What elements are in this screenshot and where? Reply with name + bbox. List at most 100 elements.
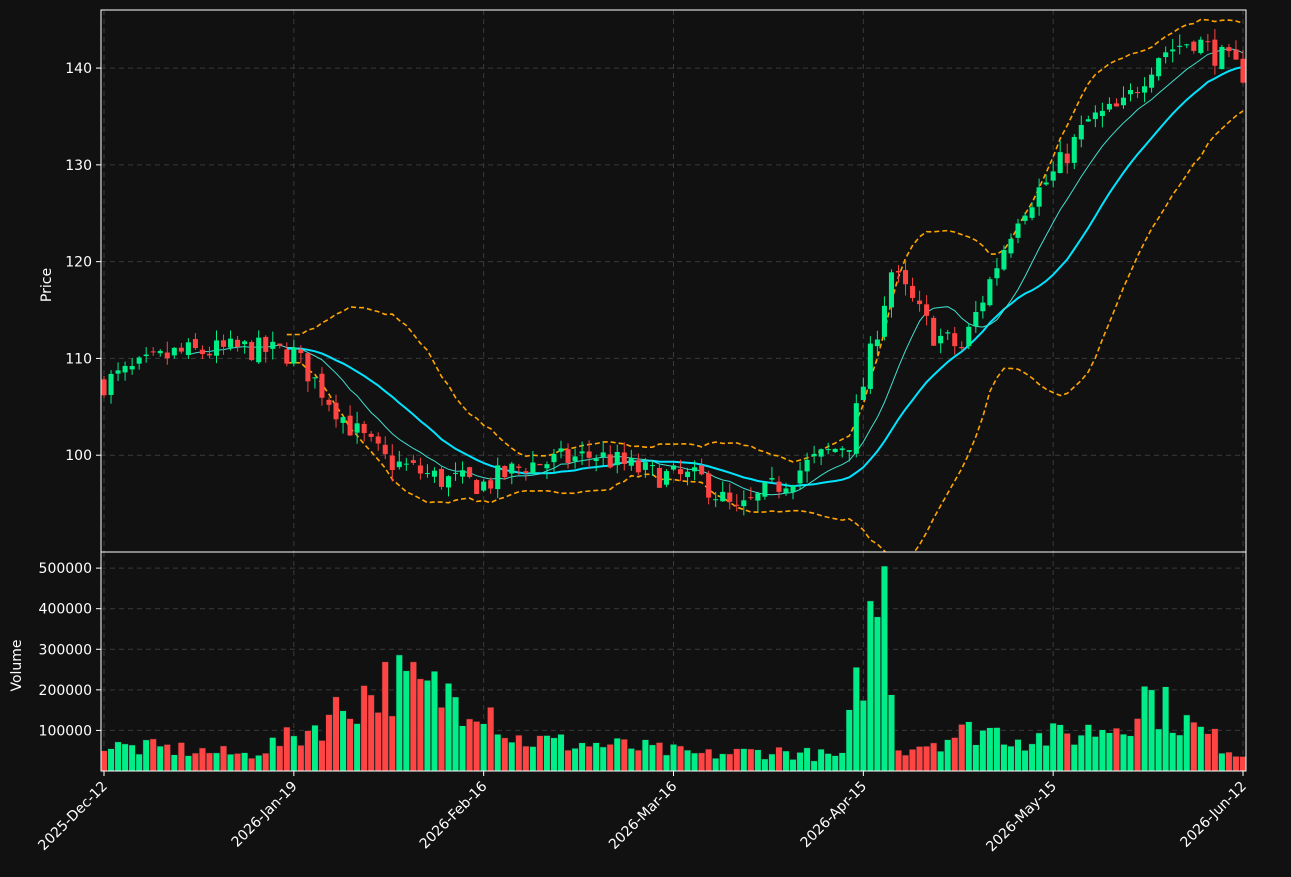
candle-body [565, 449, 571, 463]
volume-bar [353, 723, 361, 772]
candle-body [558, 448, 564, 452]
volume-bar [360, 685, 368, 772]
candle-body [319, 373, 325, 398]
candle-body [199, 349, 205, 355]
volume-bar [845, 709, 853, 772]
volume-bar [803, 747, 811, 772]
candle-body [867, 343, 873, 389]
candle-body [438, 468, 445, 487]
candle-body [811, 454, 817, 457]
volume-bar [430, 670, 438, 772]
price-plot-area [101, 18, 1246, 552]
candle-body [220, 340, 227, 347]
volume-bar [705, 748, 713, 772]
candle-body [340, 417, 346, 423]
candle-body [924, 304, 930, 316]
volume-bar [508, 741, 516, 772]
volume-bar [276, 745, 284, 772]
volume-bar [1028, 743, 1036, 772]
candle-body [776, 481, 782, 492]
volume-bar [824, 753, 832, 772]
candle-body [284, 349, 290, 364]
candle-body [1071, 136, 1077, 163]
volume-bar [374, 712, 382, 772]
volume-bar [817, 748, 825, 772]
volume-ytick-label: 300000 [39, 642, 92, 658]
volume-bar [445, 683, 452, 772]
volume-bar [1014, 739, 1022, 772]
candle-body [228, 338, 234, 348]
candle-body [410, 460, 416, 463]
volume-bar [923, 745, 931, 772]
volume-bar [156, 745, 164, 772]
price-ytick-label: 100 [65, 448, 92, 464]
volume-bar [726, 753, 734, 772]
volume-bar [234, 753, 242, 772]
candle-body [685, 471, 691, 478]
candle-body [1142, 86, 1148, 93]
volume-bar [740, 748, 748, 772]
volume-bar [634, 749, 642, 772]
candle-body [769, 477, 775, 480]
candle-body [312, 377, 318, 379]
candle-body [523, 471, 529, 474]
candle-body [670, 465, 677, 470]
candle-body [853, 403, 859, 454]
candle-body [727, 492, 733, 502]
volume-bar [627, 748, 635, 772]
candle-body [593, 458, 599, 461]
volume-bar [564, 749, 572, 772]
candle-body [1233, 49, 1239, 60]
candle-body [734, 504, 740, 506]
candle-body [1240, 58, 1246, 83]
volume-bar [930, 742, 938, 772]
candle-body [347, 415, 353, 436]
candle-body [1029, 207, 1035, 218]
volume-bar [213, 752, 220, 772]
candle-body [938, 335, 944, 344]
candle-body [1191, 41, 1197, 51]
candle-body [1078, 124, 1084, 140]
x-tick-label: 2025-Dec-12 [35, 779, 110, 854]
volume-bar [304, 730, 312, 772]
volume-bar [1077, 734, 1085, 772]
candle-body [663, 471, 669, 485]
volume-bar [1148, 689, 1156, 772]
candle-body [178, 347, 184, 352]
candle-body [910, 285, 916, 298]
volume-bar [810, 760, 818, 772]
volume-bar [838, 752, 846, 772]
volume-bar [269, 737, 277, 772]
volume-bar [986, 727, 994, 772]
volume-bar [670, 744, 677, 772]
volume-bar [1239, 756, 1247, 772]
candle-body [129, 366, 135, 370]
candle-body [839, 448, 845, 451]
candle-body [537, 463, 543, 466]
candle-body [143, 354, 149, 357]
candle-body [389, 455, 395, 471]
candle-body [748, 497, 754, 499]
volume-bar [1091, 736, 1099, 772]
volume-bar [480, 723, 488, 772]
volume-bar [515, 734, 523, 772]
candle-body [368, 433, 374, 437]
volume-bar [965, 721, 973, 772]
volume-bar [241, 752, 249, 772]
volume-bar [761, 758, 769, 772]
candle-body [375, 436, 381, 444]
candle-body [474, 480, 480, 495]
candle-body [431, 470, 437, 477]
volume-bar [599, 746, 607, 772]
candle-body [1106, 103, 1112, 110]
volume-bar [1049, 722, 1057, 772]
volume-bar [1162, 686, 1170, 772]
volume-bar [831, 755, 839, 772]
volume-bar [916, 746, 924, 772]
candle-body [1008, 238, 1014, 254]
candle-body [1043, 182, 1049, 185]
volume-bar [318, 740, 326, 772]
volume-ytick-label: 200000 [39, 683, 92, 699]
candle-body [333, 402, 339, 420]
candle-body [460, 470, 466, 477]
